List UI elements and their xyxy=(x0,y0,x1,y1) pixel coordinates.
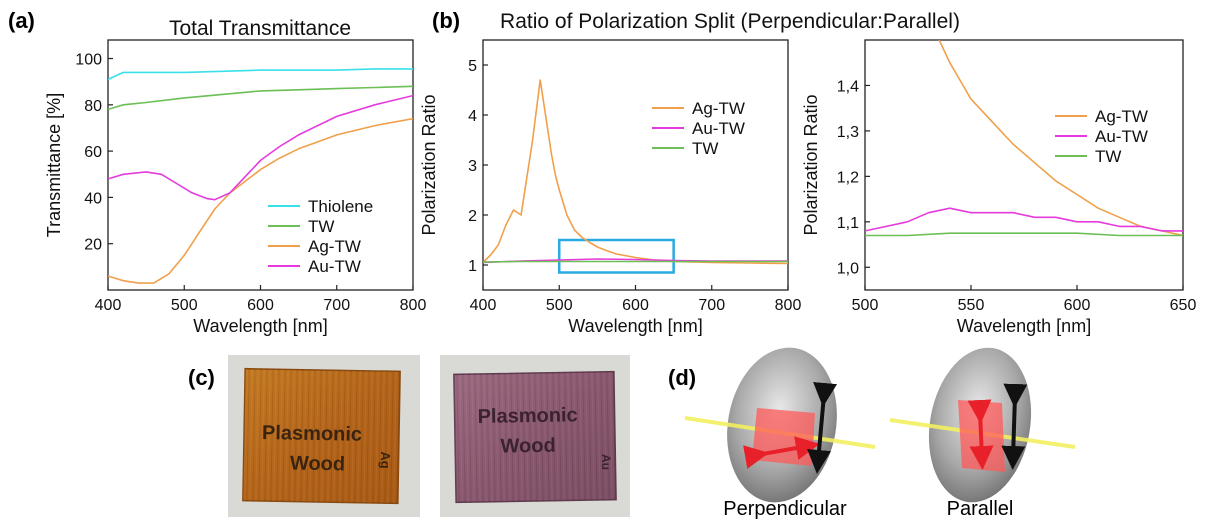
chart-title: Total Transmittance xyxy=(169,17,351,40)
plot-frame xyxy=(107,39,414,291)
series-line-tw xyxy=(865,232,1183,237)
parallel-label: Parallel xyxy=(947,498,1014,520)
diagram-parallel: Parallel xyxy=(889,347,1076,520)
x-tick-label: 400 xyxy=(470,297,497,314)
panel-label-a: (a) xyxy=(8,8,35,33)
y-tick-label: 1 xyxy=(468,258,477,275)
x-tick-label: 500 xyxy=(546,297,573,314)
panel-label-c: (c) xyxy=(188,365,215,390)
y-axis-label: Polarization Ratio xyxy=(801,94,821,235)
x-tick-label: 550 xyxy=(958,297,985,314)
chart-polarization-ratio-zoom: 500 550 600 650 1,0 1,1 1,2 1,3 1,4 Wavelength [n… xyxy=(801,39,1197,336)
photo-ag-tag: Ag xyxy=(378,451,393,468)
x-tick-label: 500 xyxy=(852,297,879,314)
x-tick-label: 800 xyxy=(775,297,802,314)
photo-ag-text-line1: Plasmonic xyxy=(262,422,362,446)
series-group xyxy=(108,68,413,284)
y-tick-label: 2 xyxy=(468,208,477,225)
x-tick-label: 500 xyxy=(171,297,198,314)
y-tick-label: 1,3 xyxy=(837,124,859,141)
photo-au-text-line2: Wood xyxy=(500,435,556,458)
x-tick-label: 800 xyxy=(400,297,427,314)
x-tick-label: 600 xyxy=(622,297,649,314)
legend-label: Ag-TW xyxy=(308,237,361,256)
series-line-tw xyxy=(108,85,413,111)
x-tick-label: 700 xyxy=(323,297,350,314)
x-tick-label: 650 xyxy=(1170,297,1197,314)
highlight-box xyxy=(558,238,675,274)
perpendicular-label: Perpendicular xyxy=(723,498,847,520)
y-tick-label: 1,4 xyxy=(837,78,859,95)
y-tick-label: 40 xyxy=(84,190,102,207)
series-line-ag-tw xyxy=(483,79,788,265)
legend-label: TW xyxy=(692,139,718,158)
plot-frame xyxy=(864,39,1184,291)
panel-label-d: (d) xyxy=(668,365,696,390)
y-tick-label: 4 xyxy=(468,108,477,125)
photo-au-text-line1: Plasmonic xyxy=(477,404,577,428)
legend-label: Thiolene xyxy=(308,197,373,216)
y-tick-label: 1,1 xyxy=(837,215,859,232)
photo-au-wood: Plasmonic Wood Au xyxy=(440,355,630,517)
y-tick-label: 3 xyxy=(468,158,477,175)
series-line-au-tw xyxy=(865,207,1183,232)
y-tick-label: 1,0 xyxy=(837,260,859,277)
legend-label: Ag-TW xyxy=(1095,107,1148,126)
y-tick-label: 5 xyxy=(468,58,477,75)
y-axis-label: Transmittance [%] xyxy=(44,93,64,237)
legend-label: Au-TW xyxy=(692,119,745,138)
series-group xyxy=(865,40,1183,237)
chart-title: Ratio of Polarization Split (Perpendicul… xyxy=(500,10,960,33)
x-axis-label: Wavelength [nm] xyxy=(568,316,702,336)
series-line-tw xyxy=(483,260,788,263)
legend-label: TW xyxy=(1095,147,1121,166)
y-tick-label: 1,2 xyxy=(837,169,859,186)
series-group xyxy=(483,79,788,265)
series-line-ag-tw xyxy=(938,40,1183,237)
photo-au-tag: Au xyxy=(599,454,613,470)
legend-label: Au-TW xyxy=(308,257,361,276)
x-axis-label: Wavelength [nm] xyxy=(193,316,327,336)
y-tick-label: 20 xyxy=(84,237,102,254)
x-axis-label: Wavelength [nm] xyxy=(957,316,1091,336)
photo-ag-wood: Plasmonic Wood Ag xyxy=(228,355,420,517)
series-line-thiolene xyxy=(108,68,413,81)
y-tick-label: 80 xyxy=(84,98,102,115)
x-tick-label: 700 xyxy=(698,297,725,314)
x-tick-label: 600 xyxy=(247,297,274,314)
legend-label: Au-TW xyxy=(1095,127,1148,146)
diagram-perpendicular: Perpendicular xyxy=(684,347,876,520)
y-tick-label: 100 xyxy=(75,52,102,69)
y-tick-label: 60 xyxy=(84,144,102,161)
chart-total-transmittance: 400 500 600 700 800 20 40 60 80 100 Wavelength [nm… xyxy=(44,17,426,336)
y-axis-label: Polarization Ratio xyxy=(419,94,439,235)
series-line-au-tw xyxy=(108,94,413,201)
photo-ag-text-line2: Wood xyxy=(290,452,346,475)
panel-label-b: (b) xyxy=(432,8,460,33)
legend-label: Ag-TW xyxy=(692,99,745,118)
x-tick-label: 400 xyxy=(95,297,122,314)
x-tick-label: 600 xyxy=(1064,297,1091,314)
legend-label: TW xyxy=(308,217,334,236)
chart-polarization-ratio: 400 500 600 700 800 1 2 3 4 5 Wavelength [nm] Polar… xyxy=(419,10,960,336)
